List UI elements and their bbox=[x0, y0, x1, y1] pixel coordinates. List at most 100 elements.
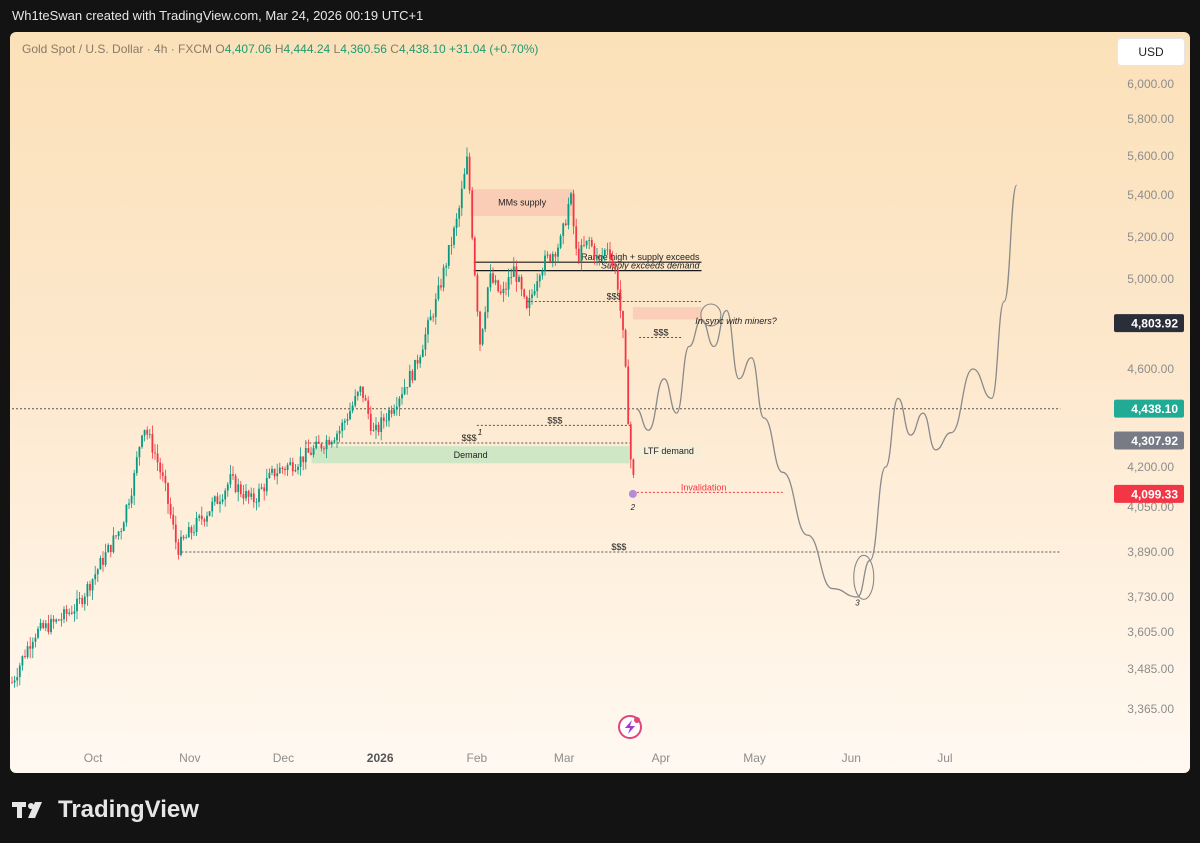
candle-body bbox=[479, 311, 481, 345]
x-tick-label: Feb bbox=[467, 751, 488, 765]
candle-body bbox=[494, 280, 497, 283]
candle-body bbox=[369, 413, 372, 431]
candle-body bbox=[492, 273, 494, 283]
candle-body bbox=[356, 391, 359, 397]
candle-body bbox=[247, 491, 250, 497]
candle-body bbox=[76, 598, 78, 612]
candle-body bbox=[78, 597, 81, 599]
x-axis: Oct Nov Dec 2026 Feb Mar Apr May Jun Jul bbox=[84, 751, 953, 765]
y-tick-label: 4,050.00 bbox=[1127, 500, 1174, 514]
candle-body bbox=[354, 396, 357, 406]
lightning-icon[interactable] bbox=[618, 715, 642, 739]
candle-body bbox=[382, 417, 385, 421]
candle-body bbox=[94, 574, 97, 580]
candle-body bbox=[564, 223, 567, 226]
candle-body bbox=[401, 394, 403, 399]
candle-body bbox=[515, 266, 518, 282]
candle-body bbox=[460, 188, 463, 209]
candle-body bbox=[213, 496, 216, 502]
candle-body bbox=[385, 420, 388, 422]
candle-body bbox=[481, 328, 484, 345]
price-tag-box bbox=[1114, 431, 1184, 450]
chart-credit: Wh1teSwan created with TradingView.com, … bbox=[12, 8, 424, 23]
candle-body bbox=[476, 275, 479, 312]
candle-body bbox=[297, 466, 299, 470]
candle-body bbox=[229, 474, 232, 485]
x-tick-label: Dec bbox=[273, 751, 294, 765]
candle-body bbox=[546, 254, 549, 256]
candle-body bbox=[81, 597, 84, 605]
currency-button[interactable]: USD bbox=[1117, 38, 1185, 66]
candle-body bbox=[559, 236, 562, 248]
candle-body bbox=[406, 387, 409, 388]
candle-body bbox=[226, 484, 229, 491]
price-tag-label: 4,438.10 bbox=[1131, 402, 1178, 416]
candle-body bbox=[44, 623, 47, 628]
candle-body bbox=[512, 266, 515, 277]
candle-body bbox=[250, 493, 253, 497]
candle-body bbox=[255, 501, 258, 503]
candle-body bbox=[63, 609, 65, 620]
candle-body bbox=[616, 269, 619, 290]
candle-body bbox=[533, 291, 536, 295]
zone-rect bbox=[470, 189, 574, 216]
candle-body bbox=[627, 366, 630, 425]
candle-body bbox=[312, 448, 315, 455]
candle-body bbox=[252, 493, 255, 503]
candle-body bbox=[70, 612, 73, 614]
x-tick-label: 2026 bbox=[367, 751, 394, 765]
brand[interactable]: TradingView bbox=[12, 796, 199, 824]
brand-name: TradingView bbox=[58, 796, 199, 823]
candle-body bbox=[432, 316, 435, 318]
candle-body bbox=[453, 227, 455, 245]
candle-body bbox=[167, 483, 169, 504]
candle-body bbox=[135, 457, 138, 474]
close-value: 4,438.10 bbox=[398, 42, 446, 56]
candle-body bbox=[518, 276, 520, 282]
candle-body bbox=[502, 288, 505, 294]
candle-body bbox=[31, 641, 34, 649]
zone-label: MMs supply bbox=[498, 198, 547, 208]
candle-body bbox=[102, 558, 104, 565]
candle-body bbox=[198, 515, 201, 518]
candle-body bbox=[398, 398, 401, 407]
candle-body bbox=[65, 609, 68, 614]
candle-body bbox=[367, 400, 370, 414]
candle-body bbox=[242, 494, 245, 499]
candle-body bbox=[419, 357, 422, 364]
candle-body bbox=[536, 281, 539, 292]
level-label: $$$ bbox=[653, 328, 668, 338]
chart-frame[interactable]: Range high + supply exceeds Supply exceed… bbox=[10, 32, 1190, 773]
candle-body bbox=[55, 619, 58, 622]
change-value: +31.04 (+0.70%) bbox=[449, 42, 539, 56]
candle-body bbox=[541, 270, 544, 276]
bottom-bar bbox=[0, 773, 1200, 843]
candle-body bbox=[161, 472, 164, 477]
projection-loop bbox=[853, 554, 875, 600]
candle-body bbox=[125, 504, 128, 523]
candle-body bbox=[89, 584, 91, 591]
x-tick-label: Oct bbox=[84, 751, 103, 765]
candle-body bbox=[429, 316, 432, 321]
candle-body bbox=[47, 623, 50, 633]
candle-body bbox=[364, 397, 367, 401]
candle-body bbox=[632, 459, 635, 475]
candle-body bbox=[83, 596, 86, 605]
tradingview-logo-icon bbox=[12, 802, 42, 818]
candle-body bbox=[336, 433, 338, 441]
y-tick-label: 4,200.00 bbox=[1127, 460, 1174, 474]
candle-body bbox=[289, 462, 292, 465]
candle-body bbox=[133, 473, 136, 496]
candle-body bbox=[489, 273, 492, 288]
candle-body bbox=[520, 276, 523, 290]
candle-body bbox=[551, 253, 554, 262]
candle-body bbox=[549, 254, 552, 262]
candle-body bbox=[239, 484, 242, 495]
candle-body bbox=[562, 223, 565, 237]
candle-body bbox=[603, 249, 606, 256]
x-tick-label: Jun bbox=[842, 751, 861, 765]
price-tags: 4,803.92 4,438.10 4,307.92 4,099.33 bbox=[1114, 314, 1184, 503]
candle-body bbox=[414, 359, 416, 381]
candle-body bbox=[216, 496, 219, 504]
